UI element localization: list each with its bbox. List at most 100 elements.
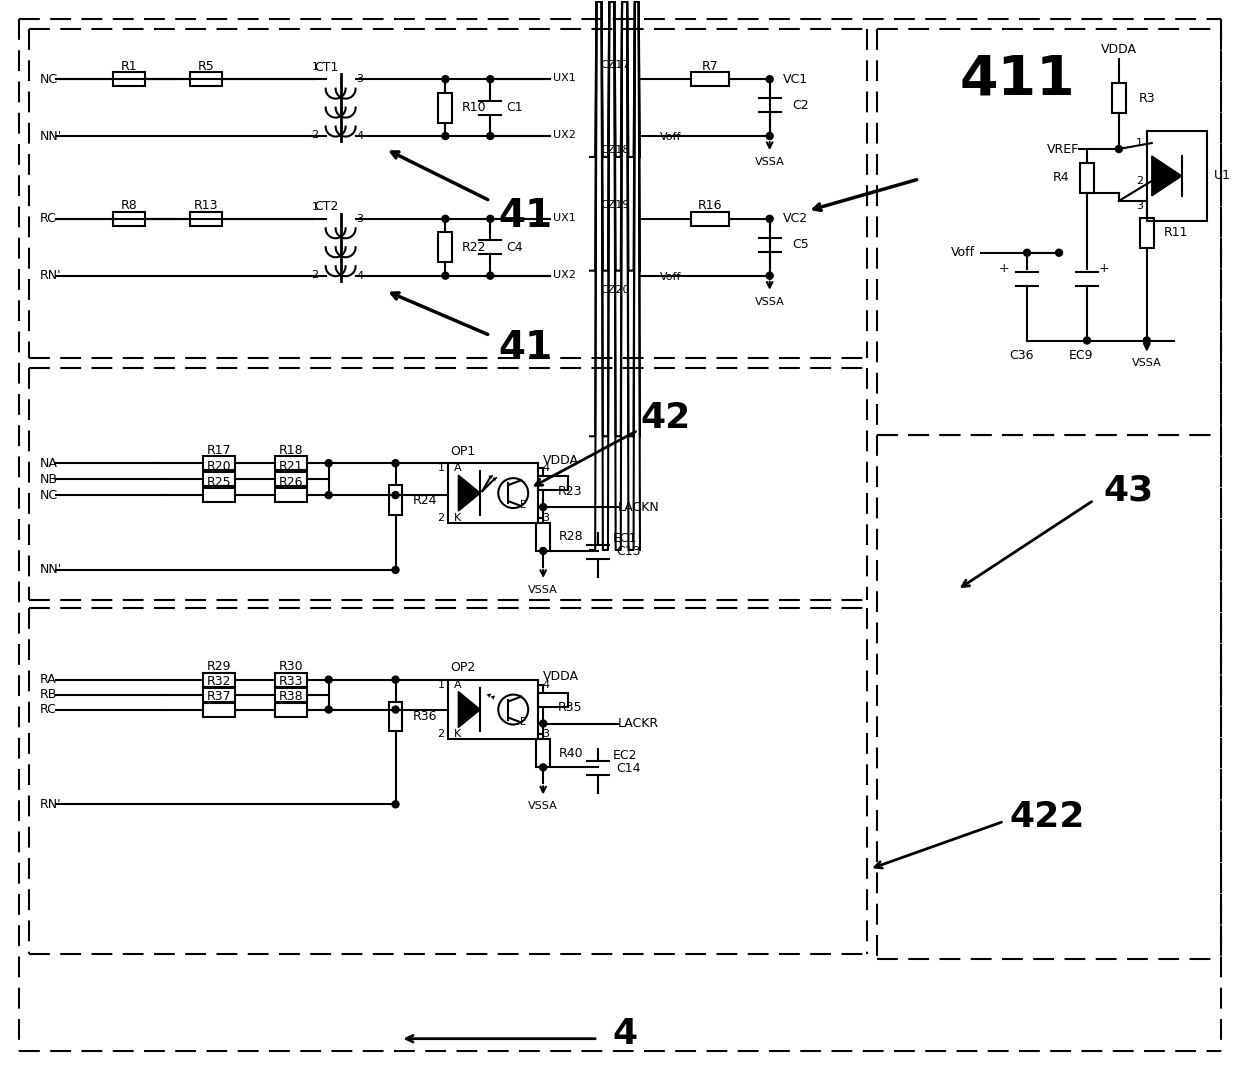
Circle shape [325, 676, 332, 683]
Text: E: E [520, 500, 526, 510]
Text: RC: RC [40, 703, 56, 716]
Circle shape [539, 720, 547, 727]
Text: R32: R32 [207, 675, 231, 688]
Bar [275, 472, 306, 486]
Text: R38: R38 [279, 690, 303, 703]
Text: R18: R18 [279, 444, 303, 457]
Text: R10: R10 [461, 101, 486, 114]
Text: 41: 41 [498, 330, 552, 367]
Text: K: K [454, 513, 461, 523]
Text: R29: R29 [207, 660, 231, 673]
Bar [538, 692, 568, 706]
Text: 2: 2 [1136, 175, 1143, 186]
Circle shape [539, 548, 547, 554]
Text: 1: 1 [438, 463, 444, 473]
Text: A: A [454, 463, 463, 473]
Circle shape [539, 764, 547, 770]
Bar [1112, 83, 1126, 113]
Circle shape [1023, 249, 1030, 256]
Bar [203, 703, 234, 717]
Circle shape [487, 133, 494, 139]
Bar [203, 472, 234, 486]
Text: +: + [1099, 262, 1110, 275]
Circle shape [392, 706, 399, 713]
Bar [388, 702, 403, 732]
Bar [538, 476, 568, 490]
Text: RN': RN' [40, 798, 61, 811]
Text: VSSA: VSSA [1132, 358, 1162, 368]
Circle shape [766, 272, 774, 279]
Text: 41: 41 [498, 197, 552, 234]
Circle shape [766, 133, 774, 139]
Text: Voff: Voff [660, 272, 682, 281]
Text: NN': NN' [40, 564, 62, 577]
Bar [449, 463, 538, 523]
Bar [203, 688, 234, 702]
Bar [203, 456, 234, 470]
Circle shape [1084, 337, 1090, 343]
Bar [449, 679, 538, 739]
Text: 2: 2 [438, 730, 444, 739]
Text: C13: C13 [616, 546, 641, 559]
Bar [275, 703, 306, 717]
Circle shape [392, 676, 399, 683]
Text: VSSA: VSSA [528, 585, 558, 595]
Text: R20: R20 [207, 460, 231, 473]
Text: K: K [454, 730, 461, 739]
Text: 3: 3 [357, 214, 363, 224]
Text: VDDA: VDDA [543, 670, 579, 683]
Bar [275, 488, 306, 502]
Text: 1: 1 [311, 202, 319, 212]
Text: R30: R30 [279, 660, 303, 673]
Text: EC9: EC9 [1069, 349, 1094, 362]
Bar [275, 688, 306, 702]
Bar [691, 212, 729, 226]
Text: UX1: UX1 [553, 73, 575, 83]
Text: R24: R24 [413, 493, 436, 506]
Text: R17: R17 [207, 444, 231, 457]
Text: NC: NC [40, 73, 57, 86]
Circle shape [392, 491, 399, 499]
Text: LACKN: LACKN [618, 501, 660, 514]
Text: VREF: VREF [1047, 142, 1079, 155]
Text: R40: R40 [559, 747, 584, 760]
Text: R13: R13 [193, 199, 218, 212]
Text: CZ19: CZ19 [600, 200, 630, 210]
Text: R1: R1 [120, 60, 138, 73]
Text: RB: RB [40, 688, 57, 701]
Text: 3: 3 [542, 513, 549, 523]
Text: R36: R36 [413, 710, 436, 723]
Text: VC2: VC2 [782, 212, 807, 226]
Text: VSSA: VSSA [755, 157, 785, 167]
Polygon shape [1152, 156, 1182, 196]
Text: NB: NB [40, 473, 57, 486]
Text: R7: R7 [702, 60, 718, 73]
Text: R11: R11 [1164, 226, 1188, 240]
Text: VDDA: VDDA [1101, 43, 1137, 56]
Circle shape [441, 215, 449, 223]
Text: 3: 3 [1136, 201, 1143, 211]
Text: A: A [454, 679, 463, 689]
Text: VSSA: VSSA [528, 801, 558, 811]
Circle shape [392, 460, 399, 467]
Bar [203, 673, 234, 687]
Circle shape [392, 800, 399, 808]
Text: C14: C14 [616, 762, 641, 775]
Text: R33: R33 [279, 675, 303, 688]
Text: R21: R21 [279, 460, 303, 473]
Text: UX2: UX2 [553, 270, 577, 279]
Bar [203, 488, 234, 502]
Circle shape [487, 215, 494, 223]
Circle shape [487, 272, 494, 279]
Text: LACKR: LACKR [618, 717, 660, 730]
Text: 4: 4 [542, 463, 549, 473]
Circle shape [1116, 146, 1122, 153]
Text: R26: R26 [279, 476, 303, 489]
Text: UX2: UX2 [553, 131, 577, 140]
Bar [439, 93, 453, 123]
Text: VC1: VC1 [782, 73, 807, 86]
Circle shape [539, 504, 547, 510]
Circle shape [325, 460, 332, 467]
Bar [1140, 218, 1153, 248]
Text: 42: 42 [640, 401, 691, 435]
